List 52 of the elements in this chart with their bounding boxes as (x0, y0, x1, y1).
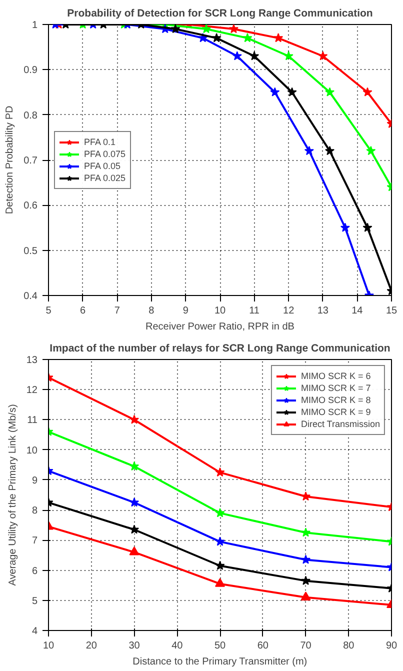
legend-label: MIMO SCR K = 7 (300, 382, 371, 394)
x-tick-label: 10 (214, 306, 226, 316)
legend-label: MIMO SCR K = 9 (300, 406, 371, 418)
chart-title: Impact of the number of relays for SCR Long Range Communication (50, 342, 390, 354)
y-tick-label: 11 (27, 415, 38, 426)
y-tick-label: 12 (26, 385, 38, 396)
x-tick-label: 8 (148, 306, 155, 316)
y-tick-label: 10 (26, 445, 38, 456)
x-tick-label: 14 (352, 306, 364, 316)
y-tick-label: 0.6 (24, 200, 38, 212)
legend-label: Direct Transmission (300, 418, 380, 430)
x-tick-label: 40 (172, 640, 184, 652)
x-tick-label: 6 (80, 306, 86, 316)
x-axis-title: Distance to the Primary Transmitter (m) (132, 656, 308, 668)
y-tick-label: 0.7 (24, 156, 38, 166)
y-tick-label: 0.5 (24, 246, 38, 257)
chart-title: Probability of Detection for SCR Long Range Communication (67, 8, 373, 20)
legend-label: PFA 0.025 (84, 172, 126, 184)
x-tick-label: 10 (42, 640, 54, 652)
y-tick-label: 0.9 (24, 65, 38, 76)
legend-label: MIMO SCR K = 8 (300, 394, 371, 406)
x-tick-label: 11 (249, 306, 260, 316)
y-tick-label: 8 (32, 506, 38, 517)
legend-label: MIMO SCR K = 6 (300, 370, 371, 382)
x-tick-label: 90 (386, 640, 398, 652)
x-tick-label: 20 (86, 640, 98, 652)
x-tick-label: 12 (283, 306, 295, 316)
x-axis-title: Receiver Power Ratio, RPR in dB (146, 322, 295, 332)
y-tick-label: 0.4 (24, 291, 38, 302)
legend-label: PFA 0.1 (84, 136, 116, 148)
y-tick-label: 13 (26, 355, 38, 366)
y-tick-label: 9 (32, 475, 38, 486)
y-tick-label: 1 (32, 20, 38, 31)
y-axis-title: Detection Probability PD (4, 106, 16, 214)
x-tick-label: 50 (214, 640, 226, 652)
y-axis-title: Average Utility of the Primary Link (Mb/s) (7, 404, 18, 586)
y-tick-label: 6 (32, 566, 38, 577)
x-tick-label: 5 (46, 306, 52, 316)
legend-label: PFA 0.075 (84, 148, 126, 160)
x-tick-label: 15 (386, 306, 398, 316)
x-tick-label: 13 (317, 306, 329, 316)
x-tick-label: 7 (114, 306, 120, 316)
y-tick-label: 0.8 (24, 110, 38, 122)
x-tick-label: 30 (128, 640, 140, 652)
y-tick-label: 7 (32, 536, 38, 547)
x-tick-label: 9 (182, 306, 189, 316)
x-tick-label: 60 (257, 640, 269, 652)
y-tick-label: 5 (32, 596, 38, 607)
legend-label: PFA 0.05 (84, 160, 121, 172)
x-tick-label: 80 (343, 640, 355, 652)
y-tick-label: 4 (32, 626, 38, 637)
x-tick-label: 70 (300, 640, 312, 652)
